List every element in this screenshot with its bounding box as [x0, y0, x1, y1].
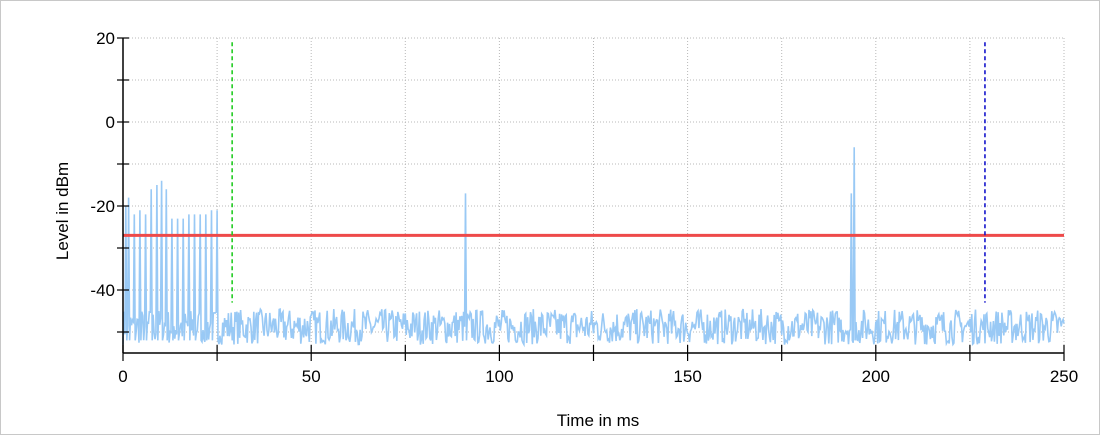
x-tick-label: 200: [862, 367, 890, 386]
y-tick-label: -40: [90, 281, 115, 300]
axes: [117, 37, 1065, 361]
x-tick-label: 250: [1050, 367, 1078, 386]
signal-series: [122, 147, 1065, 348]
x-tick-label: 150: [673, 367, 701, 386]
x-tick-label: 100: [485, 367, 513, 386]
x-tick-label: 50: [302, 367, 321, 386]
grid: [123, 37, 1065, 353]
y-tick-label: -20: [90, 197, 115, 216]
signal-trace: [122, 147, 1065, 348]
marker-lines: [231, 42, 986, 303]
y-tick-label: 0: [106, 113, 115, 132]
x-axis-title: Time in ms: [557, 411, 640, 430]
y-axis-title: Level in dBm: [53, 162, 72, 260]
y-tick-label: 20: [96, 29, 115, 48]
x-tick-label: 0: [118, 367, 127, 386]
